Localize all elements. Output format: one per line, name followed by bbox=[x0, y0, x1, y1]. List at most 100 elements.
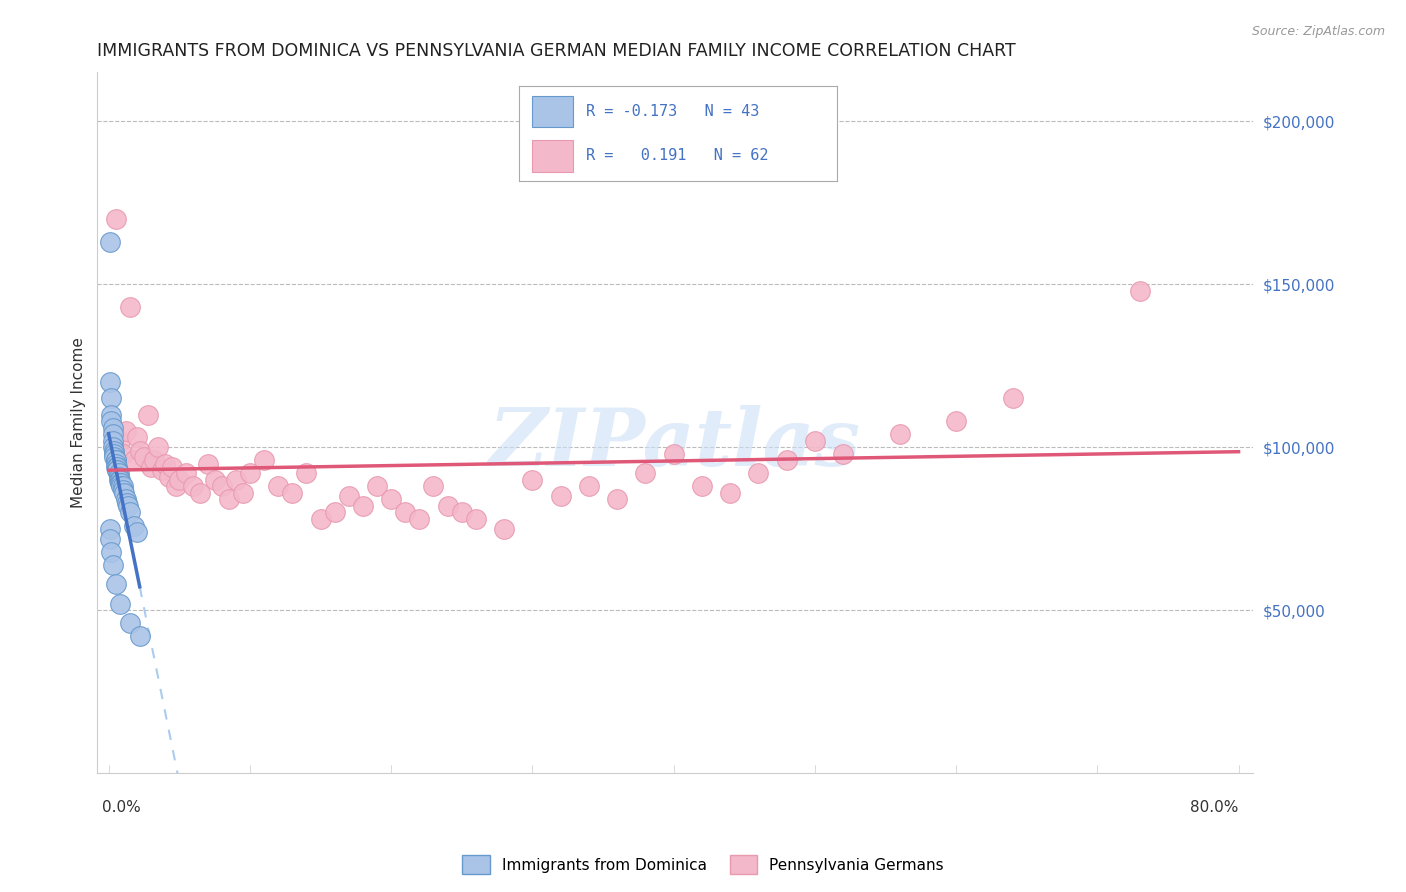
Point bbox=[1001, 392, 1024, 406]
Point bbox=[494, 522, 516, 536]
Point bbox=[718, 486, 741, 500]
Point bbox=[352, 499, 374, 513]
Point bbox=[281, 486, 304, 500]
Point bbox=[111, 447, 134, 461]
Point bbox=[104, 212, 127, 227]
Point bbox=[108, 476, 131, 491]
Point bbox=[101, 434, 124, 448]
Point bbox=[118, 506, 141, 520]
Point bbox=[832, 447, 855, 461]
Point bbox=[169, 473, 191, 487]
Point bbox=[103, 443, 125, 458]
Text: 80.0%: 80.0% bbox=[1189, 800, 1239, 815]
Point bbox=[128, 443, 150, 458]
Point bbox=[101, 558, 124, 572]
Point bbox=[103, 447, 125, 461]
Point bbox=[204, 473, 226, 487]
Point bbox=[114, 424, 136, 438]
Point bbox=[775, 453, 797, 467]
Point bbox=[253, 453, 276, 467]
Point bbox=[197, 457, 219, 471]
Point bbox=[100, 392, 122, 406]
Point bbox=[112, 486, 135, 500]
Point bbox=[118, 616, 141, 631]
Point bbox=[98, 235, 121, 249]
Point bbox=[225, 473, 247, 487]
Point bbox=[128, 629, 150, 643]
Point bbox=[1129, 284, 1152, 298]
Point bbox=[380, 492, 402, 507]
Point bbox=[101, 440, 124, 454]
Point bbox=[118, 300, 141, 314]
Point bbox=[160, 459, 183, 474]
Point bbox=[662, 447, 685, 461]
Point bbox=[211, 479, 233, 493]
Point bbox=[104, 453, 127, 467]
Point bbox=[108, 473, 131, 487]
Point bbox=[945, 414, 967, 428]
Point bbox=[176, 467, 198, 481]
Point bbox=[100, 408, 122, 422]
Point bbox=[98, 532, 121, 546]
Point bbox=[111, 479, 134, 493]
Point bbox=[104, 459, 127, 474]
Point bbox=[394, 506, 416, 520]
Point bbox=[117, 499, 139, 513]
Point bbox=[422, 479, 444, 493]
Point bbox=[550, 489, 572, 503]
Point bbox=[98, 522, 121, 536]
Point bbox=[889, 427, 911, 442]
Point bbox=[136, 408, 159, 422]
Point bbox=[606, 492, 628, 507]
Point bbox=[157, 469, 180, 483]
Point bbox=[101, 427, 124, 442]
Point bbox=[150, 463, 173, 477]
Point bbox=[107, 473, 129, 487]
Point bbox=[142, 453, 165, 467]
Point bbox=[183, 479, 205, 493]
Point bbox=[122, 453, 145, 467]
Point bbox=[132, 450, 155, 464]
Point bbox=[103, 450, 125, 464]
Point bbox=[309, 512, 332, 526]
Point bbox=[634, 467, 657, 481]
Point bbox=[239, 467, 262, 481]
Point bbox=[105, 463, 128, 477]
Point bbox=[107, 467, 129, 481]
Legend: Immigrants from Dominica, Pennsylvania Germans: Immigrants from Dominica, Pennsylvania G… bbox=[456, 849, 950, 880]
Point bbox=[153, 457, 176, 471]
Point bbox=[115, 496, 138, 510]
Text: Source: ZipAtlas.com: Source: ZipAtlas.com bbox=[1251, 25, 1385, 38]
Point bbox=[450, 506, 472, 520]
Y-axis label: Median Family Income: Median Family Income bbox=[72, 337, 86, 508]
Point bbox=[522, 473, 544, 487]
Point bbox=[110, 476, 132, 491]
Point bbox=[436, 499, 458, 513]
Point bbox=[108, 434, 131, 448]
Point bbox=[146, 440, 169, 454]
Point bbox=[108, 597, 131, 611]
Point bbox=[139, 459, 162, 474]
Point bbox=[190, 486, 212, 500]
Point bbox=[122, 518, 145, 533]
Point bbox=[125, 430, 148, 444]
Point bbox=[100, 414, 122, 428]
Point bbox=[337, 489, 360, 503]
Text: 0.0%: 0.0% bbox=[101, 800, 141, 815]
Point bbox=[105, 459, 128, 474]
Text: IMMIGRANTS FROM DOMINICA VS PENNSYLVANIA GERMAN MEDIAN FAMILY INCOME CORRELATION: IMMIGRANTS FROM DOMINICA VS PENNSYLVANIA… bbox=[97, 42, 1017, 60]
Point bbox=[100, 544, 122, 558]
Point bbox=[104, 457, 127, 471]
Point bbox=[295, 467, 318, 481]
Point bbox=[366, 479, 388, 493]
Text: ZIPatlas: ZIPatlas bbox=[489, 405, 860, 483]
Point bbox=[101, 421, 124, 435]
Point bbox=[218, 492, 240, 507]
Point bbox=[578, 479, 600, 493]
Point bbox=[125, 524, 148, 539]
Point bbox=[408, 512, 430, 526]
Point bbox=[165, 479, 187, 493]
Point bbox=[105, 463, 128, 477]
Point bbox=[104, 453, 127, 467]
Point bbox=[690, 479, 713, 493]
